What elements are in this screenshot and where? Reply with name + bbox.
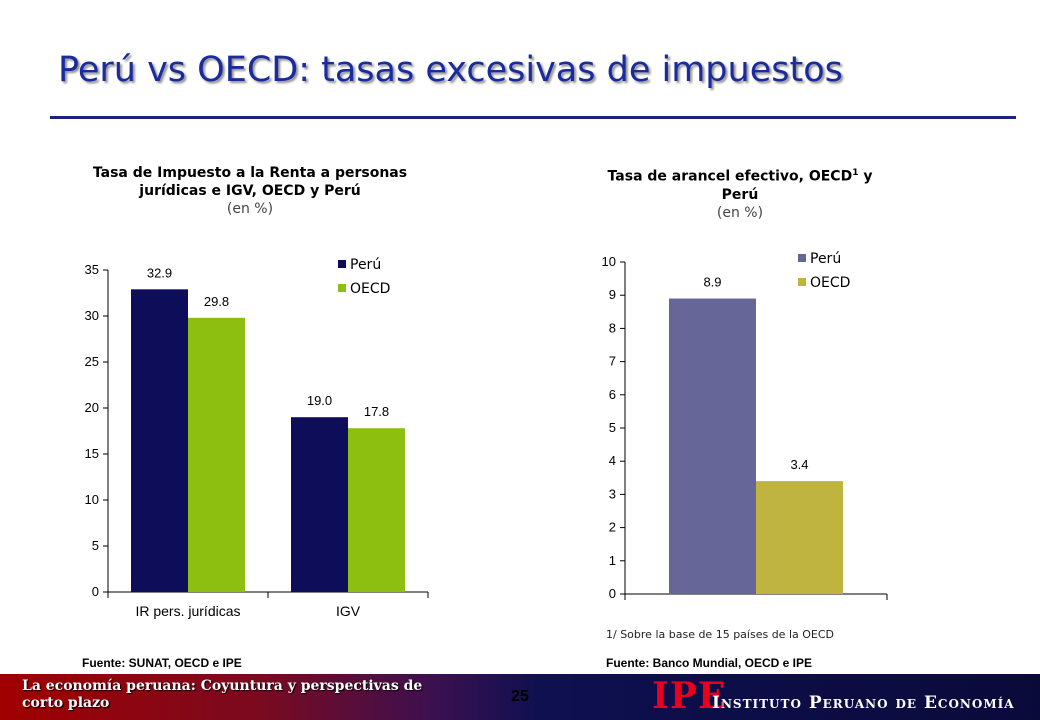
- chart1-source: Fuente: SUNAT, OECD e IPE: [82, 656, 242, 670]
- chart2-title-end: y Perú: [721, 168, 873, 203]
- chart2-y-tick-label: 3: [609, 486, 616, 501]
- chart1-bar-1-2: [291, 417, 348, 592]
- chart1-legend-swatch: [338, 260, 346, 268]
- chart2-subtitle: (en %): [716, 204, 764, 221]
- chart2-footnote: 1/ Sobre la base de 15 países de la OECD: [606, 628, 834, 641]
- chart1-bar-2-2: [348, 428, 405, 592]
- chart1-y-tick-label: 10: [85, 492, 99, 507]
- chart2-title: Tasa de arancel efectivo, OECD1 y Perú: [600, 164, 880, 204]
- chart1-title-block: Tasa de Impuesto a la Renta a personas j…: [70, 164, 430, 218]
- slide-title: Perú vs OECD: tasas excesivas de impuest…: [58, 50, 843, 90]
- title-underline: [50, 116, 1016, 119]
- chart2-title-block: Tasa de arancel efectivo, OECD1 y Perú (…: [600, 164, 880, 222]
- footer-subtitle: La economía peruana: Coyuntura y perspec…: [22, 678, 423, 711]
- chart2-y-tick-label: 10: [602, 254, 616, 269]
- chart2-data-label: 8.9: [703, 275, 721, 290]
- chart2-y-tick-label: 8: [609, 320, 616, 335]
- chart1-y-tick-label: 0: [92, 584, 99, 599]
- page-number: 25: [511, 688, 529, 705]
- chart1-category-label: IGV: [336, 603, 361, 619]
- chart1-legend-swatch: [338, 284, 346, 292]
- chart2-y-tick-label: 1: [609, 553, 616, 568]
- chart1-category-label: IR pers. jurídicas: [135, 603, 240, 619]
- chart2-y-tick-label: 9: [609, 287, 616, 302]
- chart2-y-tick-label: 5: [609, 420, 616, 435]
- ipe-logo-name: Instituto Peruano de Economía: [712, 693, 1015, 713]
- chart2-y-tick-label: 0: [609, 586, 616, 601]
- chart1-y-tick-label: 35: [85, 262, 99, 277]
- chart2-data-label: 3.4: [790, 457, 808, 472]
- chart1-y-tick-label: 15: [85, 446, 99, 461]
- chart1-y-tick-label: 25: [85, 354, 99, 369]
- chart2-y-tick-label: 2: [609, 520, 616, 535]
- chart2-title-footnote-mark: 1: [852, 168, 859, 178]
- chart1-data-label: 29.8: [204, 294, 229, 309]
- chart1-title: Tasa de Impuesto a la Renta a personas j…: [92, 165, 408, 199]
- chart1-data-label: 32.9: [147, 265, 172, 280]
- chart2-y-tick-label: 6: [609, 387, 616, 402]
- chart2-y-tick-label: 7: [609, 354, 616, 369]
- chart2-title-main: Tasa de arancel efectivo, OECD: [607, 168, 853, 185]
- footer-band: [0, 674, 1040, 720]
- chart1-y-tick-label: 30: [85, 308, 99, 323]
- chart1-y-tick-label: 20: [85, 400, 99, 415]
- chart1-y-tick-label: 5: [92, 538, 99, 553]
- chart1-legend-label: OECD: [350, 281, 390, 297]
- chart2-bar-1-1: [669, 298, 756, 594]
- chart1-bar-2-1: [188, 317, 245, 592]
- chart1-data-label: 17.8: [364, 404, 389, 419]
- chart2-legend-label: OECD: [810, 275, 850, 291]
- chart2-y-tick-label: 4: [609, 453, 616, 468]
- chart2-legend-label: Perú: [810, 251, 841, 267]
- chart2-legend-swatch: [798, 278, 806, 286]
- chart2-legend-swatch: [798, 254, 806, 262]
- ipe-logo: IPE: [652, 675, 727, 717]
- chart1-bar-1-1: [131, 289, 188, 592]
- chart2-bar-2-1: [756, 481, 843, 594]
- chart1-data-label: 19.0: [307, 393, 332, 408]
- chart2-source: Fuente: Banco Mundial, OECD e IPE: [606, 656, 813, 670]
- chart1-legend-label: Perú: [350, 257, 381, 273]
- chart1-subtitle: (en %): [226, 201, 274, 217]
